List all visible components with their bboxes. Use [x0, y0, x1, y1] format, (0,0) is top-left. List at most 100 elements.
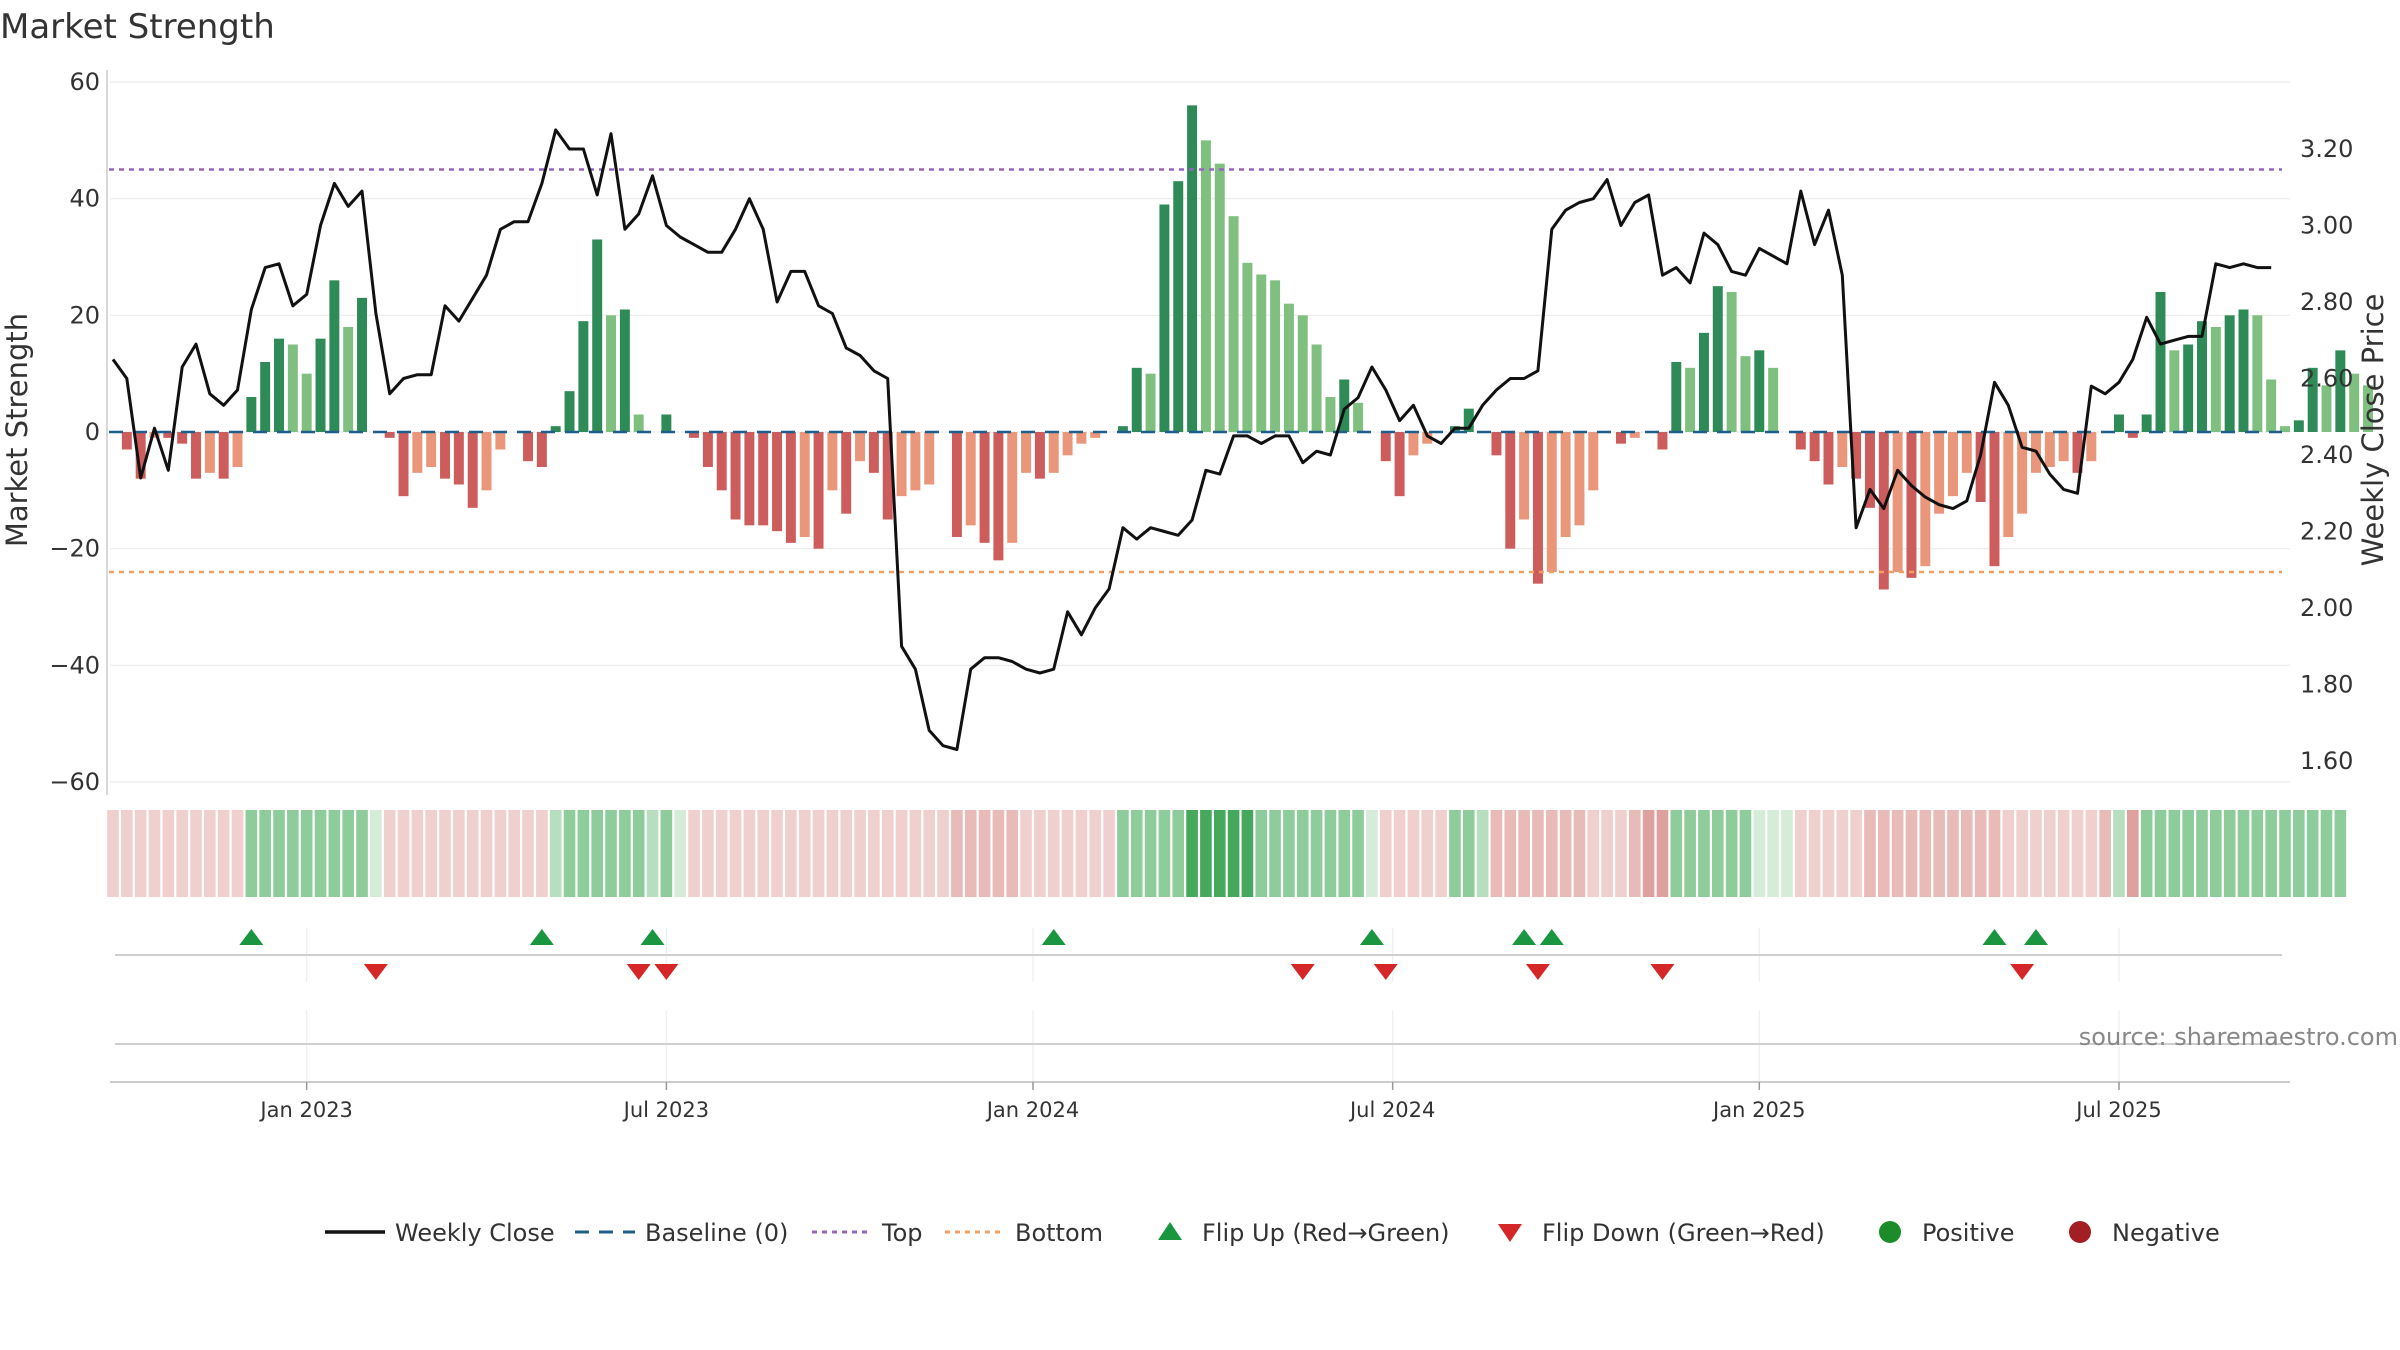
- strength-bar: [1214, 163, 1225, 432]
- strength-bar: [578, 321, 589, 432]
- strip-cell: [190, 810, 202, 897]
- legend-label: Flip Up (Red→Green): [1202, 1219, 1450, 1247]
- strength-bar: [2252, 315, 2263, 432]
- legend-label: Weekly Close: [395, 1219, 555, 1247]
- strength-bar: [1989, 432, 2000, 567]
- strength-bar: [177, 432, 188, 444]
- strength-bar: [1864, 432, 1875, 508]
- legend-swatch-flip-down: [1498, 1224, 1522, 1242]
- right-tick-label: 2.80: [2300, 288, 2353, 316]
- strength-bar: [1795, 432, 1806, 450]
- strength-bar: [1920, 432, 1931, 567]
- strength-bar: [2155, 292, 2166, 432]
- strip-cell: [466, 810, 479, 897]
- strip-cell: [992, 810, 1005, 897]
- strength-bar: [1560, 432, 1571, 537]
- flip-up-marker: [1359, 929, 1384, 945]
- strength-bar: [384, 432, 395, 438]
- strength-bar: [1021, 432, 1032, 473]
- strength-bar: [1408, 432, 1419, 456]
- strip-cell: [2071, 810, 2084, 897]
- strength-bar: [1034, 432, 1045, 479]
- strength-bar: [1187, 105, 1198, 432]
- weekly-close-path: [111, 128, 2272, 751]
- strength-bar: [1574, 432, 1585, 526]
- strip-cell: [854, 810, 866, 897]
- flip-down-marker: [1525, 964, 1550, 980]
- strip-cell: [508, 810, 521, 897]
- strip-cell: [632, 810, 645, 897]
- flip-down-marker: [626, 964, 651, 980]
- strip-cell: [1850, 810, 1862, 897]
- x-tick-label: Jul 2024: [1348, 1098, 1435, 1122]
- strip-cell: [1200, 810, 1212, 897]
- strip-cell: [1366, 810, 1378, 897]
- strength-bar: [1159, 204, 1170, 432]
- x-tick-label: Jul 2023: [622, 1098, 709, 1122]
- strength-bar: [495, 432, 506, 450]
- right-tick-label: 3.00: [2300, 212, 2353, 240]
- strip-cell: [1449, 810, 1461, 897]
- strength-bar: [1671, 362, 1682, 432]
- strip-cell: [1158, 810, 1171, 897]
- left-tick-label: −40: [49, 651, 100, 679]
- strip-cell: [1490, 810, 1503, 897]
- strip-cell: [2044, 810, 2056, 897]
- strip-cell: [563, 810, 576, 897]
- strip-cell: [148, 810, 161, 897]
- strip-cell: [1933, 810, 1945, 897]
- strength-bar: [121, 432, 132, 450]
- strength-bar: [1062, 432, 1073, 456]
- strip-cell: [1504, 810, 1517, 897]
- strip-cell: [2334, 810, 2347, 897]
- strength-bar: [744, 432, 755, 526]
- strength-bar: [2017, 432, 2028, 514]
- strip-cell: [2306, 810, 2319, 897]
- left-axis-label: Market Strength: [0, 313, 34, 547]
- strip-cell: [1227, 810, 1240, 897]
- legend-label: Negative: [2112, 1219, 2220, 1247]
- strength-bar: [1906, 432, 1917, 578]
- strip-cell: [370, 810, 382, 897]
- x-tick-label: Jan 2025: [1711, 1098, 1806, 1122]
- strength-bar: [2363, 385, 2373, 432]
- strip-cell: [1864, 810, 1876, 897]
- x-axis: Jan 2023 Jul 2023 Jan 2024 Jul 2024 Jan 2025…: [110, 1043, 2290, 1122]
- strip-cell: [923, 810, 936, 897]
- strength-bar: [1726, 292, 1737, 432]
- strip-cell: [951, 810, 963, 897]
- left-axis-ticks: 60 40 20 0 −20 −40 −60: [49, 68, 100, 796]
- strip-cell: [1476, 810, 1489, 897]
- strip-cell: [646, 810, 659, 897]
- strength-bar: [1007, 432, 1018, 543]
- strip-cell: [1421, 810, 1434, 897]
- strip-cell: [1656, 810, 1669, 897]
- strength-bar: [1353, 402, 1364, 432]
- strength-bar: [2003, 432, 2014, 537]
- strip-cell: [978, 810, 991, 897]
- strength-bar: [827, 432, 838, 491]
- strip-cell: [1532, 810, 1544, 897]
- strip-cell: [840, 810, 853, 897]
- strip-cell: [1296, 810, 1309, 897]
- strength-bar: [1380, 432, 1391, 462]
- strip-cell: [591, 810, 604, 897]
- strip-cell: [964, 810, 977, 897]
- strip-cell: [2293, 810, 2305, 897]
- strength-bar: [135, 432, 146, 479]
- legend-label: Bottom: [1015, 1219, 1103, 1247]
- strength-bar: [2072, 432, 2083, 473]
- strength-bar: [2183, 344, 2194, 432]
- strength-bar: [1311, 344, 1322, 432]
- legend-label: Top: [881, 1219, 923, 1247]
- strip-cell: [1601, 810, 1613, 897]
- strength-bar: [868, 432, 879, 473]
- flip-up-marker: [529, 929, 554, 945]
- strength-bar: [606, 315, 617, 432]
- strength-bar: [993, 432, 1004, 561]
- strip-cell: [1988, 810, 2001, 897]
- strip-cell: [397, 810, 410, 897]
- strip-cell: [1379, 810, 1392, 897]
- legend-label: Flip Down (Green→Red): [1542, 1219, 1825, 1247]
